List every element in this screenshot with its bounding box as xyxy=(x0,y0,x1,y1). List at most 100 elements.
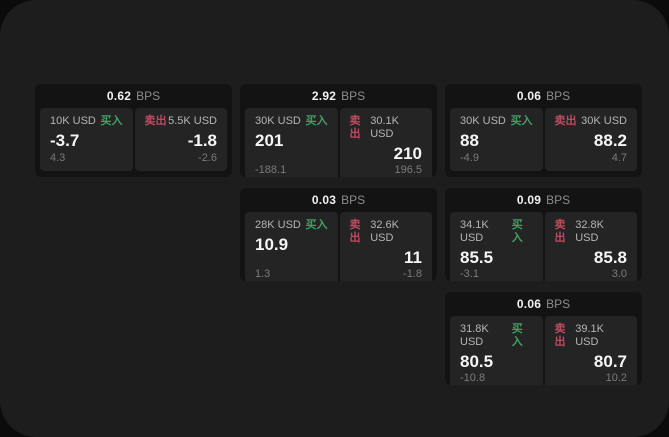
buy-cell[interactable]: 31.8K USD 买入 80.5 -10.8 xyxy=(450,316,543,385)
sell-delta: 10.2 xyxy=(605,371,627,384)
quote-card: 0.06 BPS 31.8K USD 买入 80.5 -10.8 卖出 39.1… xyxy=(445,292,642,385)
bps-unit-label: BPS xyxy=(546,297,571,311)
sell-notional: 30K USD xyxy=(581,115,627,127)
buy-side-label: 买入 xyxy=(511,323,523,349)
buy-side-label: 买入 xyxy=(511,219,523,245)
buy-delta: 4.3 xyxy=(50,151,66,164)
card-header: 0.06 BPS xyxy=(445,84,642,108)
sell-cell-top: 卖出 30K USD xyxy=(555,115,628,128)
card-body: 34.1K USD 买入 85.5 -3.1 卖出 32.8K USD 85.8… xyxy=(445,212,642,281)
sell-cell-top: 卖出 32.6K USD xyxy=(350,219,423,245)
buy-side-label: 买入 xyxy=(305,219,328,231)
card-header: 0.09 BPS xyxy=(445,188,642,212)
card-body: 31.8K USD 买入 80.5 -10.8 卖出 39.1K USD 80.… xyxy=(445,316,642,385)
sell-side-label: 卖出 xyxy=(554,115,577,127)
buy-cell-top: 30K USD 买入 xyxy=(460,115,533,128)
buy-price: -3.7 xyxy=(50,131,80,151)
buy-cell-top: 30K USD 买入 xyxy=(255,115,328,128)
sell-cell-top: 卖出 30.1K USD xyxy=(350,115,423,141)
buy-cell-top: 28K USD 买入 xyxy=(255,219,328,232)
sell-price: 88.2 xyxy=(593,131,627,151)
quote-cards-grid: 0.62 BPS 10K USD 买入 -3.7 4.3 卖出 5.5K USD… xyxy=(35,84,642,385)
bps-unit-label: BPS xyxy=(546,193,571,207)
sell-cell[interactable]: 卖出 30K USD 88.2 4.7 xyxy=(544,108,637,171)
card-header: 0.62 BPS xyxy=(35,84,232,108)
bps-unit-label: BPS xyxy=(136,89,161,103)
quote-card: 0.06 BPS 30K USD 买入 88 -4.9 卖出 30K USD 8… xyxy=(445,84,642,177)
buy-cell[interactable]: 30K USD 买入 201 -188.1 xyxy=(245,108,338,177)
sell-cell[interactable]: 卖出 32.8K USD 85.8 3.0 xyxy=(544,212,637,281)
sell-cell[interactable]: 卖出 39.1K USD 80.7 10.2 xyxy=(544,316,637,385)
buy-notional: 28K USD xyxy=(255,219,301,231)
buy-side-label: 买入 xyxy=(510,115,533,127)
buy-side-label: 买入 xyxy=(100,115,123,127)
quote-card: 0.62 BPS 10K USD 买入 -3.7 4.3 卖出 5.5K USD… xyxy=(35,84,232,177)
sell-side-label: 卖出 xyxy=(144,115,167,127)
sell-price: 80.7 xyxy=(593,352,627,372)
buy-notional: 34.1K USD xyxy=(460,219,489,245)
buy-delta: -3.1 xyxy=(460,267,479,280)
sell-price: 85.8 xyxy=(593,248,627,268)
sell-delta: 196.5 xyxy=(394,163,422,176)
bps-unit-label: BPS xyxy=(341,89,366,103)
sell-delta: 3.0 xyxy=(611,267,627,280)
buy-delta: -10.8 xyxy=(460,371,486,384)
card-body: 30K USD 买入 201 -188.1 卖出 30.1K USD 210 1… xyxy=(240,108,437,177)
sell-notional: 30.1K USD xyxy=(370,115,399,141)
sell-side-label: 卖出 xyxy=(554,323,566,349)
sell-cell-top: 卖出 32.8K USD xyxy=(555,219,628,245)
buy-notional: 30K USD xyxy=(255,115,301,127)
sell-cell-top: 卖出 5.5K USD xyxy=(145,115,218,128)
sell-cell[interactable]: 卖出 32.6K USD 11 -1.8 xyxy=(339,212,432,281)
sell-price: 11 xyxy=(404,248,422,268)
sell-price: -1.8 xyxy=(187,131,217,151)
sell-delta: -2.6 xyxy=(198,151,217,164)
buy-price: 80.5 xyxy=(460,352,494,372)
buy-cell[interactable]: 10K USD 买入 -3.7 4.3 xyxy=(40,108,133,171)
card-body: 28K USD 买入 10.9 1.3 卖出 32.6K USD 11 -1.8 xyxy=(240,212,437,281)
buy-notional: 30K USD xyxy=(460,115,506,127)
buy-cell-top: 34.1K USD 买入 xyxy=(460,219,533,245)
card-header: 0.03 BPS xyxy=(240,188,437,212)
buy-notional: 10K USD xyxy=(50,115,96,127)
sell-cell[interactable]: 卖出 5.5K USD -1.8 -2.6 xyxy=(134,108,227,171)
buy-notional: 31.8K USD xyxy=(460,323,489,349)
bps-value: 0.09 xyxy=(516,193,542,207)
sell-notional: 32.8K USD xyxy=(575,219,604,245)
buy-price: 201 xyxy=(255,131,284,151)
buy-cell-top: 31.8K USD 买入 xyxy=(460,323,533,349)
bps-unit-label: BPS xyxy=(546,89,571,103)
bps-unit-label: BPS xyxy=(341,193,366,207)
bps-value: 2.92 xyxy=(311,89,337,103)
quote-card: 0.09 BPS 34.1K USD 买入 85.5 -3.1 卖出 32.8K… xyxy=(445,188,642,281)
buy-delta: -4.9 xyxy=(460,151,479,164)
sell-delta: -1.8 xyxy=(403,267,422,280)
buy-price: 10.9 xyxy=(255,235,289,255)
buy-cell-top: 10K USD 买入 xyxy=(50,115,123,128)
sell-delta: 4.7 xyxy=(611,151,627,164)
buy-cell[interactable]: 30K USD 买入 88 -4.9 xyxy=(450,108,543,171)
card-body: 10K USD 买入 -3.7 4.3 卖出 5.5K USD -1.8 -2.… xyxy=(35,108,232,177)
sell-price: 210 xyxy=(393,144,422,164)
sell-notional: 32.6K USD xyxy=(370,219,399,245)
buy-cell[interactable]: 34.1K USD 买入 85.5 -3.1 xyxy=(450,212,543,281)
buy-delta: -188.1 xyxy=(255,163,287,176)
sell-cell-top: 卖出 39.1K USD xyxy=(555,323,628,349)
quote-card: 0.03 BPS 28K USD 买入 10.9 1.3 卖出 32.6K US… xyxy=(240,188,437,281)
bps-value: 0.06 xyxy=(516,89,542,103)
sell-side-label: 卖出 xyxy=(349,219,361,245)
sell-notional: 39.1K USD xyxy=(575,323,604,349)
sell-notional: 5.5K USD xyxy=(168,115,217,127)
sell-side-label: 卖出 xyxy=(554,219,566,245)
quote-card: 2.92 BPS 30K USD 买入 201 -188.1 卖出 30.1K … xyxy=(240,84,437,177)
buy-delta: 1.3 xyxy=(255,267,271,280)
buy-side-label: 买入 xyxy=(305,115,328,127)
sell-side-label: 卖出 xyxy=(349,115,361,141)
card-header: 0.06 BPS xyxy=(445,292,642,316)
buy-cell[interactable]: 28K USD 买入 10.9 1.3 xyxy=(245,212,338,281)
sell-cell[interactable]: 卖出 30.1K USD 210 196.5 xyxy=(339,108,432,177)
buy-price: 85.5 xyxy=(460,248,494,268)
bps-value: 0.06 xyxy=(516,297,542,311)
bps-value: 0.62 xyxy=(106,89,132,103)
